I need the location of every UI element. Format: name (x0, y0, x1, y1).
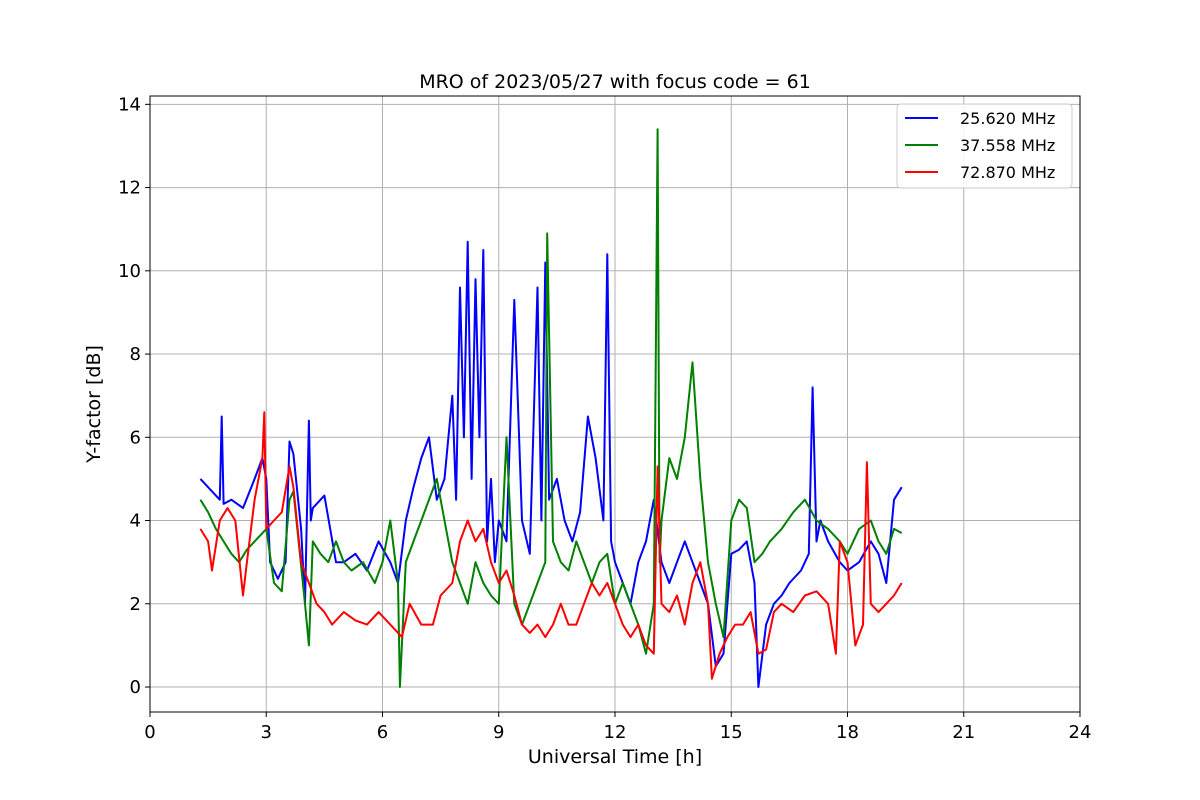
x-tick-label: 24 (1069, 722, 1092, 743)
legend-label-37558: 37.558 MHz (960, 136, 1055, 155)
x-tick-label: 0 (144, 722, 155, 743)
chart-title: MRO of 2023/05/27 with focus code = 61 (419, 71, 811, 93)
legend-box (896, 103, 1073, 189)
y-axis-label: Y-factor [dB] (83, 345, 105, 464)
x-tick-label: 18 (836, 722, 859, 743)
y-tick-label: 8 (130, 344, 141, 365)
legend-label-72870: 72.870 MHz (960, 163, 1055, 182)
y-tick-label: 12 (118, 178, 141, 199)
y-tick-label: 6 (130, 427, 141, 448)
series-line-72870 (199, 411, 903, 680)
series-lines (199, 128, 903, 688)
x-tick-label: 12 (604, 722, 627, 743)
y-tick-label: 4 (130, 511, 141, 532)
y-tick-label: 10 (118, 261, 141, 282)
x-tick-label: 3 (261, 722, 272, 743)
legend-label-25620: 25.620 MHz (960, 109, 1055, 128)
legend: 25.620 MHz 37.558 MHz 72.870 MHz (896, 103, 1073, 189)
x-tick-label: 6 (377, 722, 388, 743)
y-tick-label: 2 (130, 594, 141, 615)
x-tick-label: 9 (493, 722, 504, 743)
y-tick-label: 0 (130, 677, 141, 698)
y-tick-label: 14 (118, 94, 141, 115)
x-axis-label: Universal Time [h] (528, 746, 702, 768)
x-tick-label: 15 (720, 722, 743, 743)
x-tick-label: 21 (952, 722, 975, 743)
series-line-37558 (199, 128, 903, 688)
